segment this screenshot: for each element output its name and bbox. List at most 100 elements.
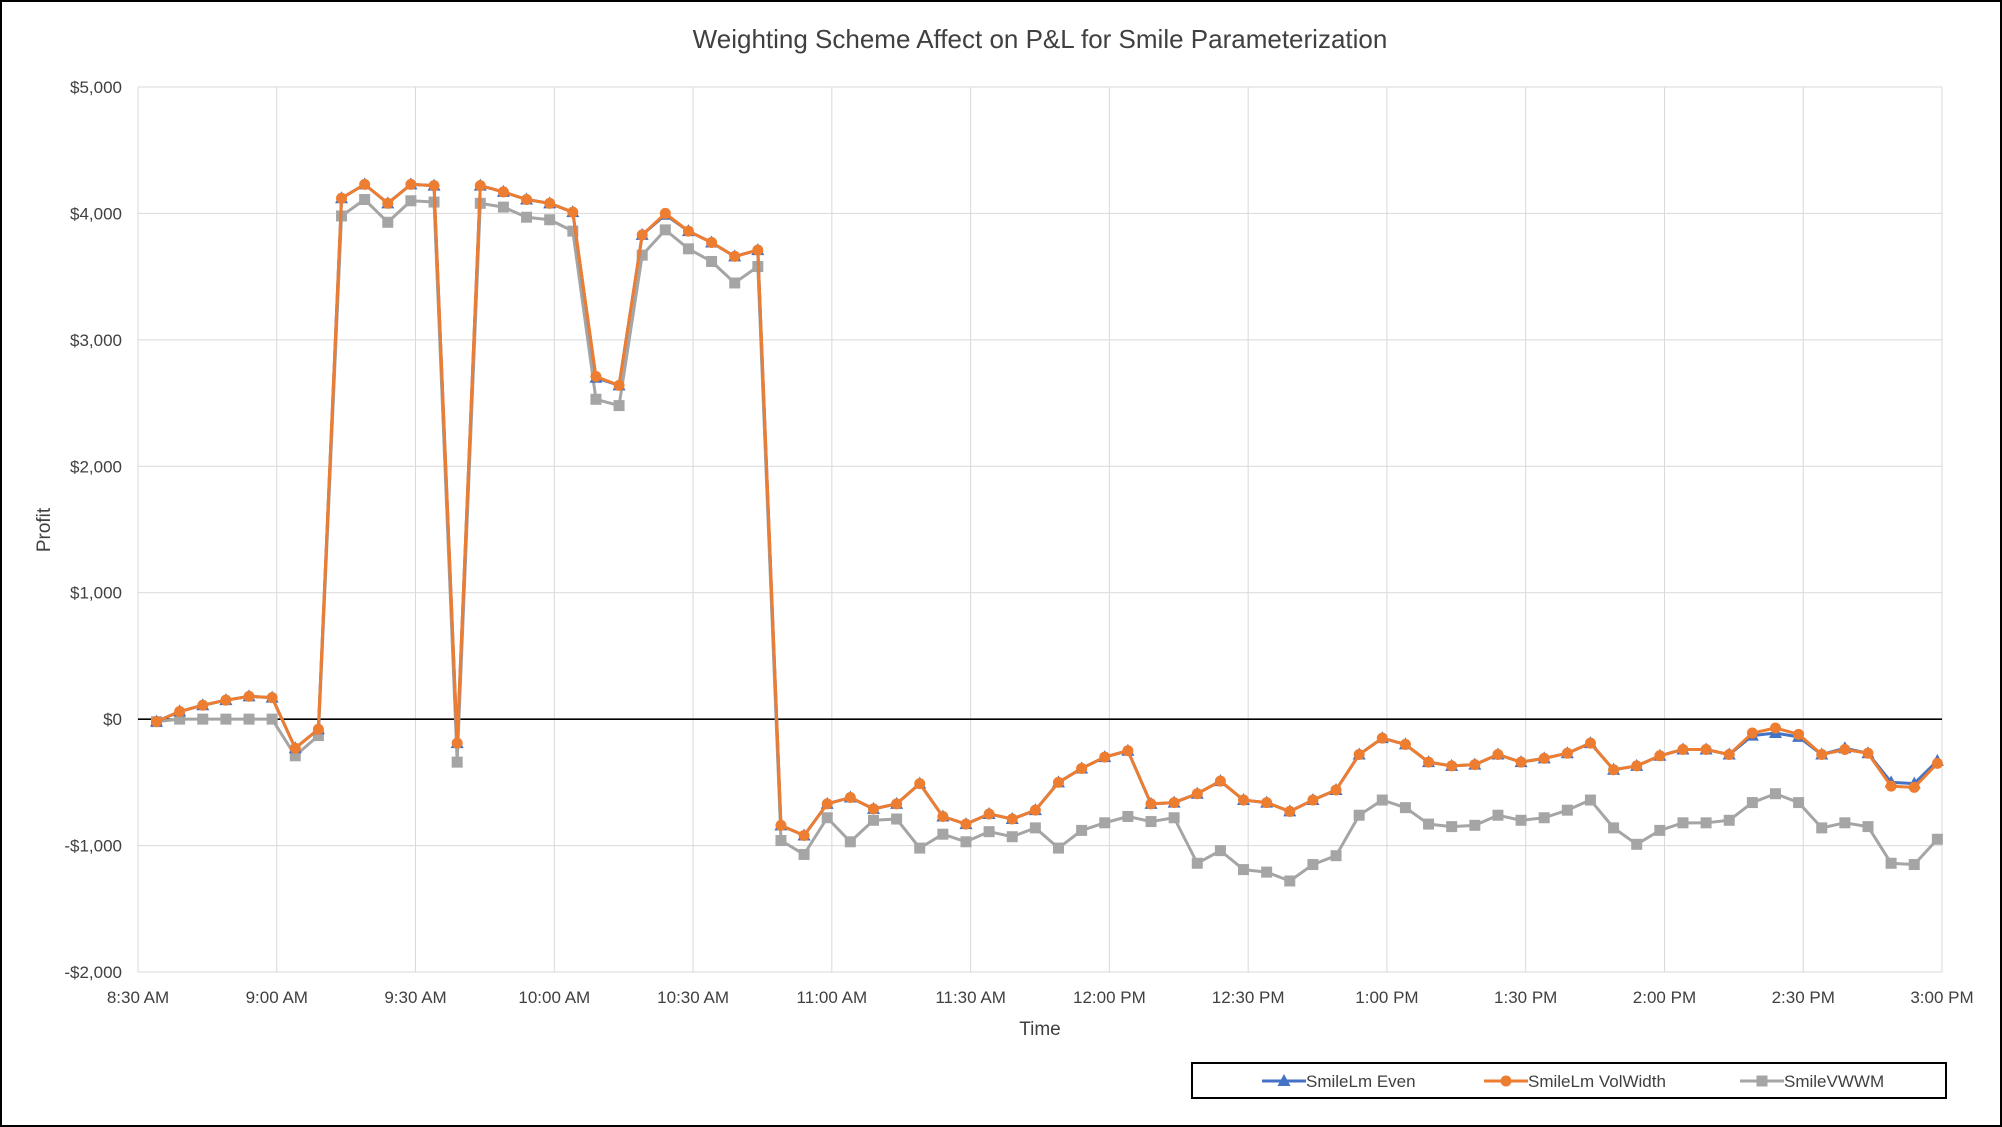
- data-point: [613, 379, 625, 391]
- y-axis-ticks: $5,000 $4,000 $3,000 $2,000 $1,000 $0 -$1,000 -…: [64, 78, 122, 982]
- x-tick-label: 2:00 PM: [1633, 988, 1696, 1007]
- y-tick-label: $2,000: [70, 457, 122, 476]
- data-point: [151, 716, 163, 728]
- data-point: [636, 249, 648, 261]
- data-point: [497, 186, 509, 198]
- data-point: [567, 225, 579, 237]
- data-point: [1515, 814, 1527, 826]
- data-point: [1931, 757, 1943, 769]
- data-point: [937, 810, 949, 822]
- data-point: [359, 194, 371, 206]
- data-point: [1538, 812, 1550, 824]
- data-point: [1538, 752, 1550, 764]
- series-line: [155, 182, 1939, 837]
- data-point: [1099, 817, 1111, 829]
- data-point: [1284, 875, 1296, 887]
- x-tick-label: 12:30 PM: [1212, 988, 1285, 1007]
- data-point: [1492, 749, 1504, 761]
- data-point: [1677, 817, 1689, 829]
- data-point: [1931, 833, 1943, 845]
- data-point: [1746, 727, 1758, 739]
- data-point: [1584, 794, 1596, 806]
- data-point: [405, 178, 417, 190]
- data-point: [382, 216, 394, 228]
- data-point: [197, 699, 209, 711]
- data-point: [1191, 788, 1203, 800]
- data-point: [474, 180, 486, 192]
- data-point: [1885, 857, 1897, 869]
- data-point: [567, 206, 579, 218]
- data-point: [1908, 859, 1920, 871]
- data-point: [1399, 802, 1411, 814]
- x-tick-label: 3:00 PM: [1910, 988, 1973, 1007]
- data-point: [1214, 775, 1226, 787]
- data-point: [1561, 804, 1573, 816]
- data-point: [1723, 814, 1735, 826]
- data-point: [590, 371, 602, 383]
- data-point: [1885, 780, 1897, 792]
- data-point: [960, 836, 972, 848]
- data-point: [1261, 866, 1273, 878]
- legend-marker: [1756, 1075, 1768, 1087]
- data-point: [1029, 804, 1041, 816]
- data-point: [243, 713, 255, 725]
- data-point: [266, 713, 278, 725]
- data-point: [1376, 794, 1388, 806]
- data-point: [1793, 797, 1805, 809]
- data-point: [636, 229, 648, 241]
- y-tick-label: -$2,000: [64, 963, 122, 982]
- data-point: [1700, 817, 1712, 829]
- data-point: [1376, 732, 1388, 744]
- data-point: [1862, 821, 1874, 833]
- series-smilelm-even: [150, 177, 1944, 841]
- series-line: [156, 198, 1939, 883]
- data-point: [1053, 842, 1065, 854]
- data-point: [613, 400, 625, 412]
- data-point: [405, 195, 417, 207]
- x-tick-label: 9:00 AM: [246, 988, 308, 1007]
- data-point: [1862, 747, 1874, 759]
- data-point: [983, 808, 995, 820]
- y-tick-label: $3,000: [70, 331, 122, 350]
- data-point: [1122, 810, 1134, 822]
- data-point: [1238, 864, 1250, 876]
- data-point: [1168, 797, 1180, 809]
- data-point: [521, 211, 533, 223]
- data-point: [1746, 797, 1758, 809]
- data-point: [1122, 745, 1134, 757]
- data-point: [1145, 816, 1157, 828]
- x-axis-ticks: 8:30 AM 9:00 AM 9:30 AM 10:00 AM 10:30 AM 11:…: [107, 988, 1974, 1007]
- x-tick-label: 9:30 AM: [384, 988, 446, 1007]
- gridlines: [137, 86, 1943, 973]
- y-tick-label: $0: [103, 710, 122, 729]
- data-point: [659, 207, 671, 219]
- data-point: [682, 243, 694, 255]
- x-tick-label: 12:00 PM: [1073, 988, 1146, 1007]
- x-tick-label: 10:30 AM: [657, 988, 729, 1007]
- x-tick-label: 1:00 PM: [1355, 988, 1418, 1007]
- data-point: [174, 706, 186, 718]
- x-tick-label: 8:30 AM: [107, 988, 169, 1007]
- data-point: [1330, 784, 1342, 796]
- data-point: [937, 828, 949, 840]
- data-point: [1793, 728, 1805, 740]
- data-point: [521, 194, 533, 206]
- data-point: [1446, 821, 1458, 833]
- data-point: [1608, 822, 1620, 834]
- data-point: [844, 836, 856, 848]
- series-layer: [150, 177, 1944, 887]
- data-point: [682, 225, 694, 237]
- data-point: [1168, 812, 1180, 824]
- data-point: [1076, 824, 1088, 836]
- data-point: [1677, 743, 1689, 755]
- data-point: [1469, 819, 1481, 831]
- data-point: [451, 737, 463, 749]
- data-point: [497, 201, 509, 213]
- data-point: [1515, 756, 1527, 768]
- data-point: [312, 723, 324, 735]
- data-point: [891, 798, 903, 810]
- data-point: [359, 178, 371, 190]
- data-point: [821, 798, 833, 810]
- data-point: [1839, 743, 1851, 755]
